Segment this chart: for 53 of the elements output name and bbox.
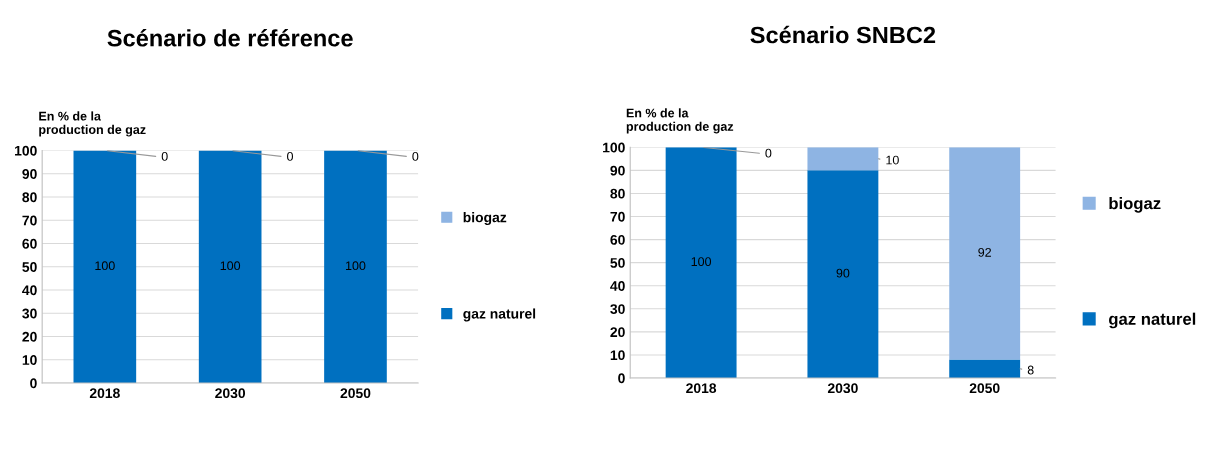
y-axis-title: En % de la production de gaz <box>626 108 734 134</box>
x-tick-label: 2018 <box>89 388 120 399</box>
y-tick-label: 50 <box>610 257 625 268</box>
annotation: 0 <box>412 151 419 161</box>
data-label: 100 <box>95 261 115 271</box>
data-label: 8 <box>1027 365 1034 375</box>
x-tick-label: 2018 <box>686 383 717 394</box>
data-label: 100 <box>346 261 366 271</box>
legend-label: biogaz <box>1109 197 1161 213</box>
chart-title: Scénario SNBC2 <box>750 25 936 44</box>
y-tick-label: 40 <box>22 285 37 296</box>
y-tick-label: 40 <box>610 281 625 291</box>
y-tick-label: 10 <box>22 355 37 365</box>
y-tick-label: 80 <box>22 192 37 203</box>
data-label: 100 <box>220 261 241 271</box>
chart-title: Scénario de référence <box>107 29 353 47</box>
bar <box>949 147 1021 360</box>
y-tick-label: 90 <box>22 169 37 179</box>
y-tick-label: 0 <box>30 378 37 389</box>
annotation: 0 <box>287 151 294 161</box>
y-tick-label: 20 <box>610 327 625 338</box>
x-tick-label: 2050 <box>340 388 371 399</box>
y-tick-label: 70 <box>610 211 625 222</box>
legend-label: gaz naturel <box>1109 312 1196 329</box>
data-label: 100 <box>691 257 712 267</box>
y-tick-label: 10 <box>610 350 625 361</box>
y-tick-label: 30 <box>22 308 37 319</box>
data-label: 92 <box>978 247 992 257</box>
y-tick-label: 70 <box>22 215 37 226</box>
bar <box>665 147 737 379</box>
bar <box>807 147 879 171</box>
bar <box>807 170 879 379</box>
annotation: 0 <box>161 151 168 161</box>
x-tick-label: 2030 <box>215 388 246 399</box>
y-tick-label: 90 <box>610 165 625 176</box>
y-tick-label: 80 <box>610 188 625 199</box>
y-tick-label: 30 <box>610 304 625 314</box>
legend-label: biogaz <box>463 212 507 226</box>
x-tick-label: 2030 <box>827 383 858 394</box>
bar <box>949 359 1021 379</box>
y-axis-title: En % de la production de gaz <box>39 111 146 137</box>
x-tick-label: 2050 <box>969 383 1000 394</box>
y-tick-label: 60 <box>610 234 625 245</box>
data-label: 90 <box>836 268 850 278</box>
y-tick-label: 50 <box>22 262 37 272</box>
y-tick-label: 100 <box>603 142 625 153</box>
y-tick-label: 20 <box>22 331 37 342</box>
annotation: 0 <box>765 148 772 158</box>
y-tick-label: 60 <box>22 238 37 249</box>
y-tick-label: 100 <box>15 145 37 156</box>
y-tick-label: 0 <box>618 373 625 384</box>
legend-label: gaz naturel <box>463 308 536 322</box>
data-label: 10 <box>886 155 899 165</box>
